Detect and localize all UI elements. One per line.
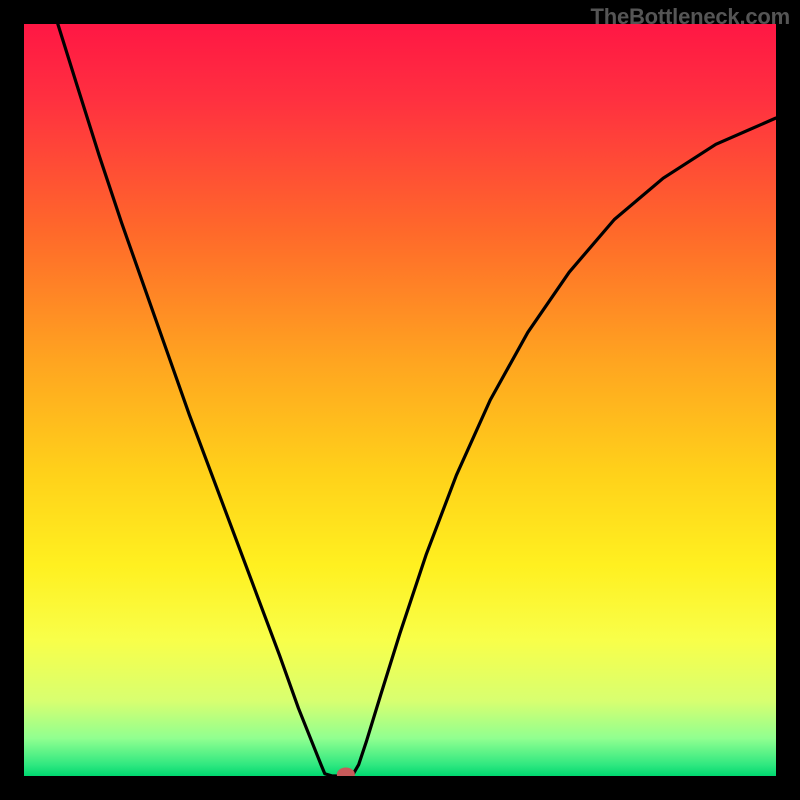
chart-svg	[0, 0, 800, 800]
gradient-background	[24, 24, 776, 776]
bottleneck-chart: TheBottleneck.com	[0, 0, 800, 800]
watermark-text: TheBottleneck.com	[590, 4, 790, 30]
